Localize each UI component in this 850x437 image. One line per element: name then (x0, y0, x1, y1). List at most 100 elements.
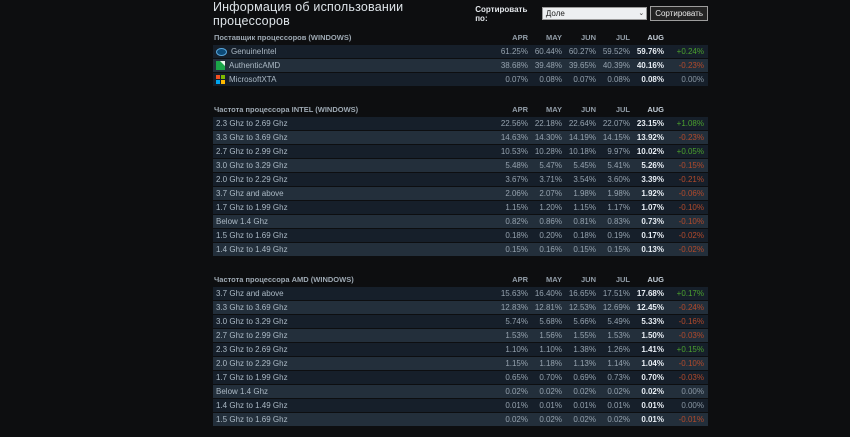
month-column-header: JUL (615, 33, 630, 42)
stat-value: 38.68% (500, 61, 528, 70)
row-label: 3.0 Ghz to 3.29 Ghz (216, 317, 288, 326)
stat-value: 3.71% (539, 175, 562, 184)
month-column-header: JUL (615, 105, 630, 114)
stat-value: 0.01% (539, 401, 562, 410)
stat-value: 16.65% (568, 289, 596, 298)
month-column-header: AUG (647, 105, 664, 114)
stat-value: 1.41% (641, 345, 664, 354)
row-label-cell: Below 1.4 Ghz (213, 387, 494, 396)
stat-value: 2.07% (539, 189, 562, 198)
row-label-cell: GenuineIntel (213, 47, 494, 56)
table-row: Below 1.4 Ghz 0.02% 0.02% 0.02% 0.02% 0.02% 0.… (213, 385, 708, 398)
row-label-cell: 2.0 Ghz to 2.29 Ghz (213, 175, 494, 184)
stat-value: 14.63% (500, 133, 528, 142)
table-section-title: Поставщик процессоров (WINDOWS) (214, 33, 352, 42)
row-label: 2.7 Ghz to 2.99 Ghz (216, 147, 288, 156)
change-value: -0.02% (678, 231, 704, 240)
table-row: AuthenticAMD 38.68% 39.48% 39.65% 40.39% 40.1… (213, 59, 708, 72)
row-label: 3.3 Ghz to 3.69 Ghz (216, 133, 288, 142)
row-label-cell: 3.7 Ghz and above (213, 189, 494, 198)
stat-value: 0.08% (607, 75, 630, 84)
stat-value: 1.20% (539, 203, 562, 212)
stat-value: 3.67% (505, 175, 528, 184)
stat-value: 0.01% (573, 401, 596, 410)
stat-value: 5.74% (505, 317, 528, 326)
row-label: 1.5 Ghz to 1.69 Ghz (216, 415, 288, 424)
change-value: -0.16% (678, 317, 704, 326)
stat-value: 39.48% (534, 61, 562, 70)
table-row: 2.7 Ghz to 2.99 Ghz 10.53% 10.28% 10.18% 9.9… (213, 145, 708, 158)
stat-value: 5.26% (641, 161, 664, 170)
stat-value: 61.25% (500, 47, 528, 56)
month-column-header: MAY (546, 33, 562, 42)
change-value: 0.00% (681, 387, 704, 396)
row-label-cell: MicrosoftXTA (213, 75, 494, 84)
stat-value: 10.18% (568, 147, 596, 156)
stat-value: 0.01% (641, 415, 664, 424)
change-value: +1.08% (676, 119, 704, 128)
table-row: 1.7 Ghz to 1.99 Ghz 1.15% 1.20% 1.15% 1.17% 1… (213, 201, 708, 214)
stat-value: 1.50% (641, 331, 664, 340)
stat-value: 12.45% (636, 303, 664, 312)
stat-value: 12.53% (568, 303, 596, 312)
stat-value: 59.76% (636, 47, 664, 56)
change-value: -0.24% (678, 303, 704, 312)
row-label-cell: 1.4 Ghz to 1.49 Ghz (213, 245, 494, 254)
stat-value: 0.20% (539, 231, 562, 240)
table-header-row: Поставщик процессоров (WINDOWS) APR MAY JUN… (213, 31, 708, 44)
stat-value: 0.16% (539, 245, 562, 254)
sort-controls: Сортировать по: Доле ⌄ Сортировать (475, 5, 708, 23)
stat-value: 9.97% (607, 147, 630, 156)
table-row: 3.0 Ghz to 3.29 Ghz 5.74% 5.68% 5.66% 5.49% 5… (213, 315, 708, 328)
change-value: -0.21% (678, 175, 704, 184)
stat-value: 1.07% (641, 203, 664, 212)
change-value: +0.17% (676, 289, 704, 298)
row-label-cell: 2.3 Ghz to 2.69 Ghz (213, 119, 494, 128)
sort-button[interactable]: Сортировать (650, 6, 708, 21)
stat-value: 1.17% (607, 203, 630, 212)
table-row: 1.4 Ghz to 1.49 Ghz 0.15% 0.16% 0.15% 0.15% 0… (213, 243, 708, 256)
row-label: 2.0 Ghz to 2.29 Ghz (216, 175, 288, 184)
stat-value: 5.45% (573, 161, 596, 170)
stat-value: 0.02% (573, 387, 596, 396)
stat-value: 0.02% (539, 415, 562, 424)
row-label-cell: 3.7 Ghz and above (213, 289, 494, 298)
change-value: -0.10% (678, 203, 704, 212)
stat-value: 22.56% (500, 119, 528, 128)
stat-value: 14.15% (602, 133, 630, 142)
stat-value: 5.33% (641, 317, 664, 326)
change-value: 0.00% (681, 75, 704, 84)
stat-value: 0.15% (573, 245, 596, 254)
stats-table: Поставщик процессоров (WINDOWS) APR MAY JUN… (213, 31, 708, 86)
change-value: -0.15% (678, 161, 704, 170)
stat-value: 1.13% (573, 359, 596, 368)
stat-value: 0.07% (573, 75, 596, 84)
row-label: 3.3 Ghz to 3.69 Ghz (216, 303, 288, 312)
change-value: -0.23% (678, 61, 704, 70)
stat-value: 1.56% (539, 331, 562, 340)
row-label-cell: 1.5 Ghz to 1.69 Ghz (213, 415, 494, 424)
table-row: 1.5 Ghz to 1.69 Ghz 0.18% 0.20% 0.18% 0.19% 0… (213, 229, 708, 242)
stat-value: 5.68% (539, 317, 562, 326)
change-value: -0.23% (678, 133, 704, 142)
month-column-header: APR (512, 33, 528, 42)
table-row: GenuineIntel 61.25% 60.44% 60.27% 59.52% 59.7… (213, 45, 708, 58)
stat-value: 3.54% (573, 175, 596, 184)
table-section-title: Частота процессора INTEL (WINDOWS) (214, 105, 359, 114)
sort-select[interactable]: Доле ⌄ (541, 7, 648, 20)
stat-value: 16.40% (534, 289, 562, 298)
stat-value: 0.08% (641, 75, 664, 84)
stat-value: 0.02% (607, 415, 630, 424)
stat-value: 10.28% (534, 147, 562, 156)
stat-value: 0.83% (607, 217, 630, 226)
stat-value: 1.98% (573, 189, 596, 198)
change-value: +0.24% (676, 47, 704, 56)
table-header-row: Частота процессора INTEL (WINDOWS) APR MAY… (213, 103, 708, 116)
stat-value: 1.15% (573, 203, 596, 212)
row-label-cell: 1.5 Ghz to 1.69 Ghz (213, 231, 494, 240)
stat-value: 23.15% (636, 119, 664, 128)
change-value: -0.02% (678, 245, 704, 254)
table-row: 3.0 Ghz to 3.29 Ghz 5.48% 5.47% 5.45% 5.41% 5… (213, 159, 708, 172)
stat-value: 5.48% (505, 161, 528, 170)
table-row: 3.3 Ghz to 3.69 Ghz 14.63% 14.30% 14.19% 14.… (213, 131, 708, 144)
